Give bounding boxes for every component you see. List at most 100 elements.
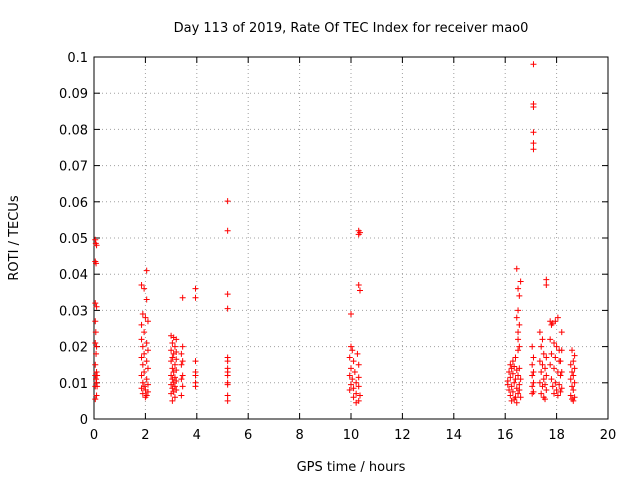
data-point — [139, 311, 146, 318]
data-point — [144, 347, 151, 354]
data-point — [353, 379, 360, 386]
data-point — [173, 356, 180, 363]
data-point — [539, 383, 546, 390]
data-point — [144, 318, 151, 325]
data-point — [543, 276, 550, 283]
data-point — [530, 368, 537, 375]
data-point — [92, 396, 99, 403]
data-point — [170, 350, 177, 357]
data-point — [179, 343, 186, 350]
data-point — [567, 376, 574, 383]
data-point — [93, 260, 100, 267]
data-point — [355, 374, 362, 381]
data-point — [515, 372, 522, 379]
data-point — [179, 383, 186, 390]
data-point — [93, 350, 100, 357]
data-point — [549, 383, 556, 390]
data-point — [139, 379, 146, 386]
data-point — [192, 372, 199, 379]
data-point — [169, 376, 176, 383]
data-point — [506, 387, 513, 394]
data-point — [554, 314, 561, 321]
y-tick-label: 0.1 — [67, 51, 88, 66]
data-point — [558, 347, 565, 354]
data-point — [353, 399, 360, 406]
data-point — [141, 285, 148, 292]
data-point — [138, 354, 145, 361]
data-point — [516, 292, 523, 299]
data-point — [93, 303, 100, 310]
data-point — [192, 383, 199, 390]
data-point — [94, 372, 101, 379]
data-point — [511, 379, 518, 386]
data-point — [355, 231, 362, 238]
data-point — [92, 329, 99, 336]
data-point — [556, 381, 563, 388]
data-point — [504, 381, 511, 388]
data-point — [178, 361, 185, 368]
data-point — [557, 372, 564, 379]
x-tick-label: 14 — [446, 428, 463, 443]
data-point — [530, 354, 537, 361]
y-tick-label: 0.01 — [59, 377, 88, 392]
data-point — [170, 368, 177, 375]
x-tick-label: 12 — [394, 428, 411, 443]
data-point — [543, 282, 550, 289]
data-point — [517, 278, 524, 285]
data-point — [530, 129, 537, 136]
data-point — [516, 387, 523, 394]
data-point — [143, 267, 150, 274]
data-point — [92, 339, 99, 346]
data-point — [143, 358, 150, 365]
data-point — [551, 365, 558, 372]
data-point — [92, 361, 99, 368]
data-point — [540, 350, 547, 357]
data-point — [529, 372, 536, 379]
data-point — [224, 392, 231, 399]
data-point — [143, 296, 150, 303]
data-point — [224, 397, 231, 404]
data-point — [142, 314, 149, 321]
data-point — [93, 368, 100, 375]
data-point — [350, 394, 357, 401]
y-tick-label: 0.06 — [59, 196, 88, 211]
data-point — [143, 376, 150, 383]
data-point — [143, 339, 150, 346]
data-point — [138, 385, 145, 392]
data-point — [554, 392, 561, 399]
data-point — [536, 379, 543, 386]
data-point — [355, 361, 362, 368]
data-point — [351, 368, 358, 375]
data-point — [529, 383, 536, 390]
data-point — [171, 343, 178, 350]
data-point — [570, 358, 577, 365]
data-point — [92, 236, 99, 243]
data-point — [570, 372, 577, 379]
y-tick-label: 0.04 — [59, 268, 88, 283]
data-point — [558, 385, 565, 392]
data-point — [224, 291, 231, 298]
data-point — [138, 282, 145, 289]
data-point — [141, 329, 148, 336]
data-point — [355, 282, 362, 289]
data-point — [569, 347, 576, 354]
data-point — [168, 390, 175, 397]
data-point — [515, 285, 522, 292]
data-point — [350, 385, 357, 392]
data-point — [168, 381, 175, 388]
data-point — [542, 396, 549, 403]
data-point — [171, 361, 178, 368]
data-point — [348, 343, 354, 350]
data-point — [536, 358, 543, 365]
data-point — [567, 392, 574, 399]
data-point — [346, 372, 353, 379]
data-point — [142, 394, 149, 401]
axis-ticks: 0 2 4 6 8 10 12 14 16 18 20 0 0.01 0.02 0.03 0.04 0.05 0.… — [59, 51, 616, 443]
data-point — [515, 390, 522, 397]
data-points — [92, 61, 578, 406]
y-axis-label: ROTI / TECUs — [7, 195, 22, 280]
data-point — [92, 300, 99, 307]
data-point — [348, 365, 354, 372]
data-point — [567, 361, 574, 368]
x-tick-label: 4 — [193, 428, 201, 443]
